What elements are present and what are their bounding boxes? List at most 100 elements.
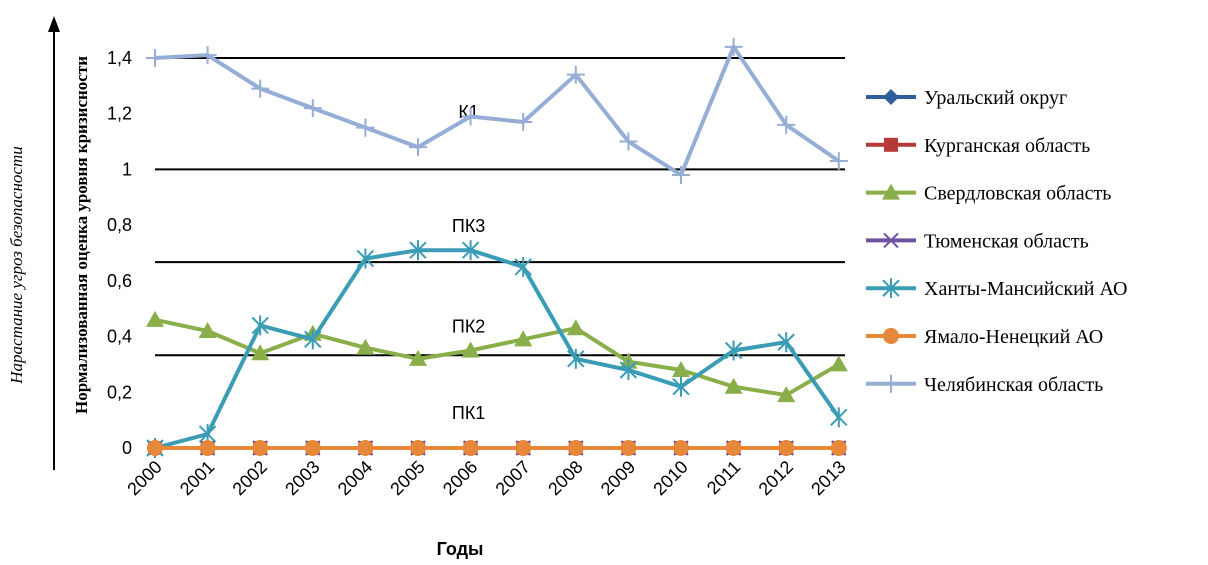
- data-point: [409, 349, 427, 366]
- data-point: [251, 344, 270, 361]
- data-point: [777, 332, 795, 353]
- data-point: [673, 440, 689, 456]
- series-line: [154, 248, 841, 450]
- series-line: [154, 317, 840, 398]
- data-point: [409, 240, 427, 261]
- data-point: [198, 321, 217, 338]
- data-point: [830, 440, 847, 456]
- legend-swatch-marker: [882, 374, 900, 393]
- data-point: [777, 386, 796, 403]
- data-point: [462, 440, 479, 456]
- side-arrow-head: [48, 16, 60, 32]
- legend-swatch-marker: [882, 278, 900, 299]
- legend-label: Ханты-Мансийский АО: [924, 278, 1127, 300]
- legend-swatch-marker: [883, 89, 899, 105]
- legend-swatch-marker: [884, 137, 898, 152]
- legend-item: Курганская область: [866, 135, 1090, 157]
- data-point: [146, 310, 164, 327]
- data-point: [514, 330, 533, 347]
- data-point: [304, 329, 322, 350]
- marker-stroke: [883, 232, 899, 249]
- y-tick-label: 0,4: [107, 327, 132, 347]
- data-point: [672, 165, 690, 184]
- x-tick-label: 2011: [703, 457, 745, 499]
- zone-label: ПК1: [452, 403, 485, 423]
- data-point: [303, 99, 322, 118]
- legend-swatch-marker: [883, 232, 899, 249]
- series-5: [146, 240, 848, 458]
- y-tick-label: 0,6: [107, 271, 132, 291]
- x-tick-labels: 2000 2001 2002 2003 2004 2005 2006 2007 2008 2009…: [123, 457, 849, 499]
- data-point: [724, 37, 743, 56]
- data-point: [515, 440, 532, 456]
- legend: Уральский округ Курганская область Свердло…: [866, 87, 1127, 396]
- y-tick-label: 0,8: [107, 215, 132, 235]
- zone-label: ПК3: [452, 216, 485, 236]
- data-point: [724, 377, 743, 394]
- x-tick-label: 2008: [544, 457, 586, 499]
- legend-label: Ямало-Ненецкий АО: [924, 326, 1103, 348]
- series-line: [154, 44, 840, 177]
- data-point: [356, 248, 375, 269]
- x-tick-label: 2012: [755, 457, 797, 499]
- data-point: [514, 113, 533, 132]
- data-point: [724, 340, 743, 361]
- x-tick-label: 2001: [176, 457, 218, 499]
- data-point: [829, 152, 848, 171]
- data-point: [566, 65, 585, 84]
- data-point: [357, 440, 374, 456]
- data-point: [620, 440, 637, 456]
- legend-swatch-marker: [882, 183, 900, 200]
- legend-item: Ямало-Ненецкий АО: [866, 326, 1103, 348]
- y-tick-label: 0,2: [107, 382, 132, 402]
- series-7: [146, 37, 848, 184]
- data-point: [356, 338, 375, 355]
- series-3: [146, 310, 848, 403]
- legend-label: Свердловская область: [924, 183, 1111, 205]
- legend-item: Свердловская область: [866, 183, 1111, 205]
- data-point: [672, 360, 690, 377]
- data-point: [410, 440, 426, 456]
- data-point: [672, 376, 690, 397]
- series-lines: [146, 37, 848, 458]
- x-tick-label: 2004: [334, 457, 376, 499]
- data-point: [830, 407, 848, 428]
- y-tick-label: 1,2: [107, 104, 132, 124]
- legend-item: Ханты-Мансийский АО: [866, 278, 1127, 300]
- x-tick-label: 2000: [123, 457, 165, 499]
- legend-label: Курганская область: [924, 135, 1090, 157]
- side-axis-label: Нарастание угроз безопасности: [7, 146, 26, 384]
- data-point: [198, 46, 217, 65]
- y-tick-label: 1,4: [107, 48, 132, 68]
- data-point: [461, 240, 480, 261]
- data-point: [356, 118, 375, 137]
- zone-label: ПК2: [452, 316, 485, 336]
- x-tick-label: 2002: [229, 457, 271, 499]
- threshold-lines: [155, 56, 845, 357]
- legend-item: Челябинская область: [866, 374, 1103, 396]
- x-tick-label: 2010: [649, 457, 691, 499]
- y-tick-labels: 0 0,2 0,4 0,6 0,8 1 1,2 1,4: [107, 48, 132, 458]
- data-point: [567, 440, 584, 456]
- data-point: [251, 79, 270, 98]
- data-point: [461, 107, 480, 126]
- data-point: [514, 256, 532, 277]
- data-point: [829, 355, 848, 372]
- x-tick-label: 2007: [492, 457, 534, 499]
- data-point: [199, 440, 216, 456]
- data-point: [252, 440, 269, 456]
- data-point: [304, 440, 321, 456]
- x-tick-label: 2005: [386, 457, 428, 499]
- data-point: [619, 132, 638, 151]
- legend-swatch-marker: [883, 328, 899, 344]
- data-point: [619, 359, 638, 380]
- x-tick-label: 2009: [597, 457, 639, 499]
- legend-item: Тюменская область: [866, 230, 1089, 252]
- legend-item: Уральский округ: [866, 87, 1067, 109]
- legend-label: Челябинская область: [924, 374, 1103, 396]
- data-point: [251, 315, 269, 336]
- legend-label: Тюменская область: [924, 230, 1089, 252]
- y-axis-title: Нормализованная оценка уровня кризисност…: [72, 56, 91, 414]
